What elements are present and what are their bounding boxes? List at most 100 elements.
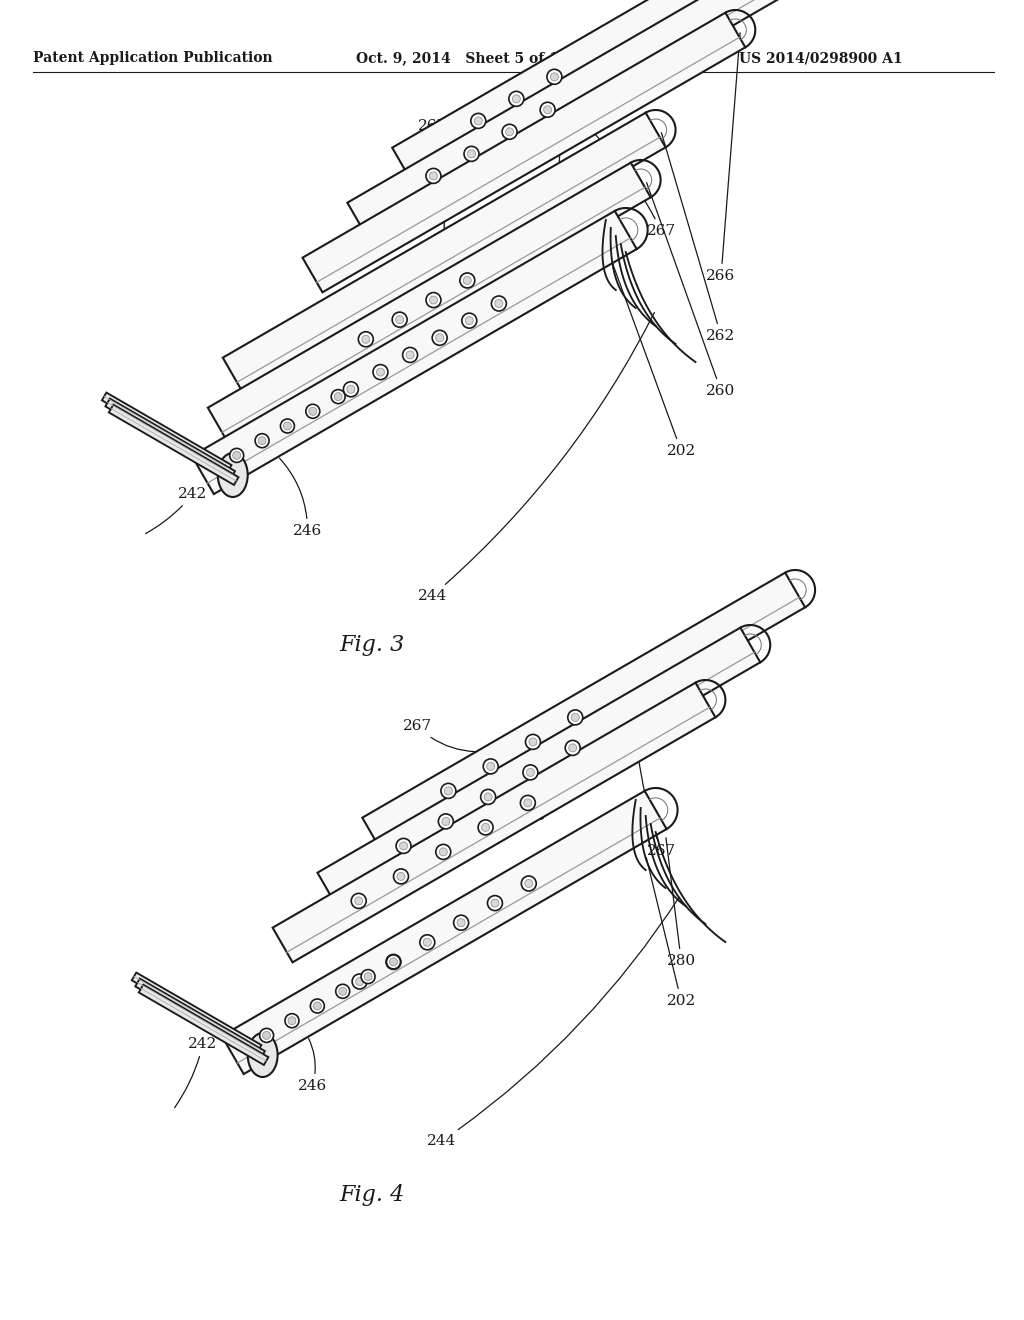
Circle shape [460, 273, 475, 288]
Circle shape [464, 147, 479, 161]
Circle shape [565, 741, 581, 755]
Circle shape [444, 787, 453, 795]
Circle shape [232, 451, 241, 459]
Circle shape [407, 351, 414, 359]
Polygon shape [347, 0, 791, 238]
Circle shape [285, 1014, 299, 1028]
Circle shape [393, 869, 409, 884]
Circle shape [441, 817, 450, 825]
Circle shape [523, 764, 538, 780]
Text: Fig. 4: Fig. 4 [340, 1184, 404, 1206]
Polygon shape [139, 985, 268, 1065]
Circle shape [502, 124, 517, 140]
Circle shape [392, 312, 408, 327]
Ellipse shape [248, 1034, 278, 1077]
Ellipse shape [218, 453, 248, 498]
Circle shape [429, 296, 437, 304]
Circle shape [567, 710, 583, 725]
Circle shape [396, 838, 411, 854]
Polygon shape [102, 392, 231, 473]
Circle shape [438, 814, 454, 829]
Circle shape [423, 939, 431, 946]
Circle shape [309, 408, 316, 416]
Circle shape [481, 824, 489, 832]
Circle shape [457, 919, 465, 927]
Circle shape [389, 958, 397, 966]
Text: Patent Application Publication: Patent Application Publication [33, 51, 272, 65]
Text: 267: 267 [542, 90, 571, 187]
Circle shape [284, 422, 292, 430]
Text: 267: 267 [418, 88, 494, 133]
Circle shape [339, 987, 347, 995]
Circle shape [334, 392, 342, 400]
Polygon shape [135, 978, 265, 1059]
Circle shape [571, 713, 580, 722]
Circle shape [484, 793, 493, 801]
Circle shape [483, 759, 498, 774]
Circle shape [361, 970, 375, 983]
Circle shape [520, 796, 536, 810]
Circle shape [547, 69, 562, 84]
Circle shape [377, 368, 384, 376]
Text: 267: 267 [505, 766, 537, 783]
Circle shape [260, 1028, 273, 1043]
Circle shape [347, 385, 355, 393]
Text: 267: 267 [634, 664, 676, 858]
Text: 246: 246 [298, 1039, 327, 1093]
Circle shape [358, 331, 374, 347]
Polygon shape [208, 162, 650, 442]
Circle shape [526, 768, 535, 776]
Circle shape [525, 734, 541, 750]
Circle shape [373, 364, 388, 380]
Polygon shape [105, 399, 234, 479]
Circle shape [462, 313, 477, 329]
Text: 242: 242 [145, 487, 208, 533]
Circle shape [336, 985, 349, 998]
Circle shape [486, 763, 495, 771]
Text: 242: 242 [174, 1038, 217, 1107]
Text: Oct. 9, 2014   Sheet 5 of 12: Oct. 9, 2014 Sheet 5 of 12 [355, 51, 568, 65]
Circle shape [524, 879, 532, 887]
Polygon shape [223, 112, 666, 392]
Circle shape [487, 895, 503, 911]
Circle shape [524, 799, 531, 807]
Circle shape [490, 899, 499, 907]
Polygon shape [302, 13, 745, 292]
Circle shape [465, 317, 473, 325]
Polygon shape [317, 628, 760, 907]
Circle shape [262, 1031, 270, 1039]
Text: 246: 246 [280, 458, 323, 539]
Circle shape [478, 820, 493, 836]
Text: 260: 260 [646, 182, 735, 399]
Text: 202: 202 [607, 248, 696, 458]
Circle shape [395, 315, 403, 323]
Circle shape [352, 974, 367, 989]
Circle shape [480, 789, 496, 804]
Circle shape [492, 296, 506, 312]
Circle shape [313, 1002, 322, 1010]
Circle shape [343, 381, 358, 397]
Circle shape [281, 418, 295, 433]
Circle shape [512, 95, 520, 103]
Circle shape [361, 335, 370, 343]
Circle shape [426, 293, 441, 308]
Circle shape [521, 876, 537, 891]
Text: 244: 244 [427, 898, 679, 1148]
Polygon shape [191, 211, 637, 494]
Circle shape [397, 873, 404, 880]
Circle shape [354, 896, 362, 906]
Circle shape [441, 783, 456, 799]
Circle shape [429, 172, 437, 180]
Circle shape [495, 300, 503, 308]
Circle shape [258, 437, 266, 445]
Circle shape [229, 449, 244, 462]
Circle shape [436, 845, 451, 859]
Circle shape [509, 91, 524, 107]
Text: 262: 262 [662, 133, 735, 343]
Circle shape [386, 954, 401, 969]
Circle shape [435, 334, 443, 342]
Polygon shape [109, 405, 239, 484]
Circle shape [474, 117, 482, 125]
Polygon shape [272, 682, 716, 962]
Circle shape [540, 102, 555, 117]
